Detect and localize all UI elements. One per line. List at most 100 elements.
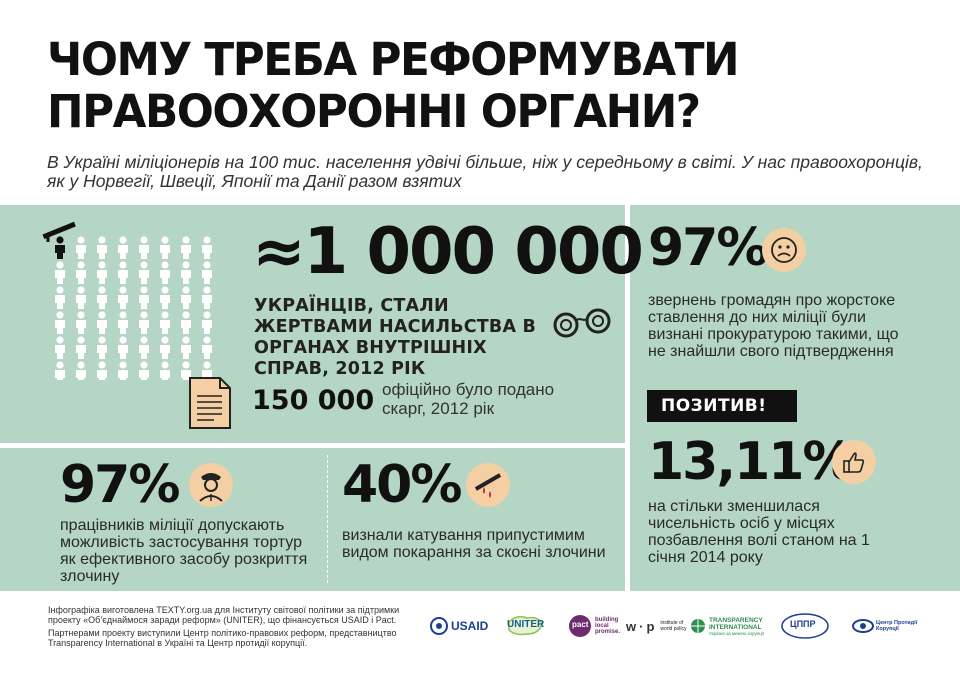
person-body — [55, 370, 65, 380]
person-head — [140, 261, 148, 269]
transparency-logo[interactable]: TRANSPARENCY INTERNATIONAL Україна за ме… — [690, 610, 769, 642]
person-head — [98, 311, 106, 319]
person-body — [55, 320, 65, 334]
person-body — [160, 245, 170, 259]
person-body — [181, 320, 191, 334]
ti-text: TRANSPARENCY INTERNATIONAL — [709, 616, 763, 631]
person-body — [202, 295, 212, 309]
person-body — [55, 295, 65, 309]
person-body — [97, 320, 107, 334]
person-head — [56, 311, 64, 319]
person-head — [161, 261, 169, 269]
victim-person-head — [56, 236, 64, 244]
positive-percent: 13,11% — [648, 432, 855, 492]
usaid-seal-icon — [430, 617, 448, 635]
person-head — [140, 236, 148, 244]
handcuffs-icon — [553, 308, 611, 338]
person-head — [203, 261, 211, 269]
person-head — [56, 261, 64, 269]
person-body — [202, 345, 212, 359]
victim-person-body — [55, 245, 65, 259]
pact-logo[interactable]: pact building local promise. — [568, 610, 623, 642]
person-head — [77, 236, 85, 244]
person-head — [77, 311, 85, 319]
person-head — [119, 361, 127, 369]
person-head — [119, 261, 127, 269]
police-officer-icon — [189, 463, 233, 507]
person-head — [182, 236, 190, 244]
anticorruption-logo[interactable]: Центр Протидії Корупції — [852, 610, 924, 642]
person-head — [98, 286, 106, 294]
person-body — [181, 295, 191, 309]
complaints-number: 150 000 — [252, 385, 375, 416]
person-body — [118, 345, 128, 359]
person-body — [55, 345, 65, 359]
person-body — [97, 245, 107, 259]
ukraine-map-icon — [508, 615, 543, 636]
person-head — [203, 236, 211, 244]
page-title: ЧОМУ ТРЕБА РЕФОРМУВАТИ ПРАВООХОРОННІ ОРГ… — [47, 34, 901, 138]
big-number-description: УКРАЇНЦІВ, СТАЛИ ЖЕРТВАМИ НАСИЛЬСТВА В О… — [254, 296, 537, 379]
person-body — [97, 370, 107, 380]
person-body — [160, 295, 170, 309]
person-head — [161, 286, 169, 294]
person-body — [76, 270, 86, 284]
pact-tagline: building local promise. — [595, 617, 621, 635]
person-body — [160, 320, 170, 334]
person-body — [76, 320, 86, 334]
person-head — [56, 286, 64, 294]
person-body — [139, 345, 149, 359]
person-body — [181, 345, 191, 359]
person-body — [139, 295, 149, 309]
person-body — [181, 245, 191, 259]
punishment-text: визнали катування припустимим видом пока… — [342, 527, 606, 561]
person-head — [56, 336, 64, 344]
baton-blood-icon — [466, 463, 510, 507]
uniter-text: UNITER — [507, 619, 545, 630]
person-head — [140, 311, 148, 319]
complaints-percent: 97% — [648, 218, 768, 278]
usaid-logo[interactable]: USAID — [430, 610, 488, 642]
person-head — [119, 236, 127, 244]
person-body — [139, 370, 149, 380]
person-body — [97, 270, 107, 284]
torture-percent: 97% — [60, 455, 180, 515]
cppr-text: ЦППР — [790, 619, 816, 629]
person-body — [76, 295, 86, 309]
person-head — [98, 361, 106, 369]
ti-globe-icon — [691, 619, 705, 633]
person-head — [203, 336, 211, 344]
footer-credits: Інфографіка виготовлена TEXTY.org.ua для… — [48, 605, 418, 651]
person-head — [98, 261, 106, 269]
cppr-logo[interactable]: ЦППР — [780, 610, 830, 642]
person-head — [140, 361, 148, 369]
iwp-text: institute of world policy — [660, 620, 687, 632]
title-line-1: ЧОМУ ТРЕБА РЕФОРМУВАТИ — [47, 33, 740, 86]
person-head — [119, 311, 127, 319]
people-grid-icon — [42, 221, 212, 380]
iwp-logo[interactable]: w·p institute of world policy — [626, 610, 694, 642]
person-head — [182, 286, 190, 294]
person-body — [139, 320, 149, 334]
person-body — [202, 320, 212, 334]
person-body — [76, 245, 86, 259]
ti-subtext: Україна за межею корупції — [709, 630, 765, 636]
sad-face-icon — [762, 228, 806, 272]
thumbs-up-icon — [832, 440, 876, 484]
person-body — [181, 370, 191, 380]
document-icon — [189, 377, 231, 429]
person-head — [203, 286, 211, 294]
big-number: ≈1 000 000 — [252, 215, 644, 289]
person-head — [161, 336, 169, 344]
person-body — [202, 245, 212, 259]
person-body — [55, 270, 65, 284]
credits-line-2: Партнерами проекту виступили Центр політ… — [48, 628, 397, 648]
pact-circle-icon — [569, 615, 591, 637]
uniter-logo[interactable]: UNITER — [505, 610, 545, 642]
person-head — [140, 336, 148, 344]
person-head — [98, 236, 106, 244]
cppr-oval-icon — [781, 613, 829, 639]
person-body — [160, 370, 170, 380]
person-body — [118, 370, 128, 380]
panel-divider — [327, 455, 328, 583]
